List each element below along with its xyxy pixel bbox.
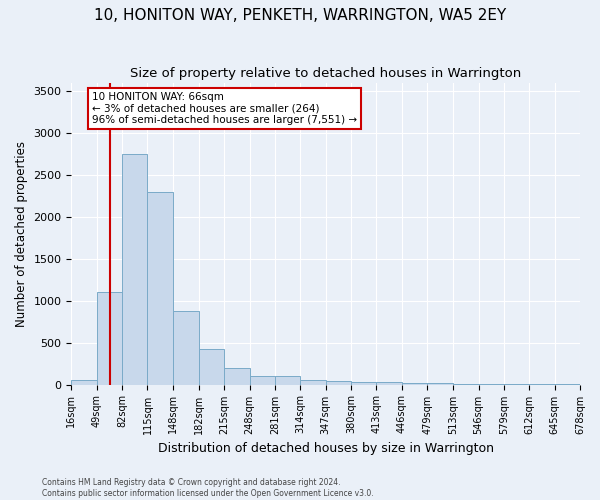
Text: 10, HONITON WAY, PENKETH, WARRINGTON, WA5 2EY: 10, HONITON WAY, PENKETH, WARRINGTON, WA… — [94, 8, 506, 22]
Bar — [224, 368, 250, 384]
Title: Size of property relative to detached houses in Warrington: Size of property relative to detached ho… — [130, 68, 521, 80]
Bar — [402, 383, 427, 384]
Bar — [326, 381, 351, 384]
Bar — [97, 292, 122, 384]
Bar — [173, 311, 199, 384]
X-axis label: Distribution of detached houses by size in Warrington: Distribution of detached houses by size … — [158, 442, 494, 455]
Bar — [148, 192, 173, 384]
Bar — [301, 380, 326, 384]
Bar — [122, 154, 148, 384]
Bar — [199, 348, 224, 384]
Text: Contains HM Land Registry data © Crown copyright and database right 2024.
Contai: Contains HM Land Registry data © Crown c… — [42, 478, 374, 498]
Bar — [351, 382, 376, 384]
Bar — [71, 380, 97, 384]
Bar — [275, 376, 301, 384]
Bar — [250, 376, 275, 384]
Text: 10 HONITON WAY: 66sqm
← 3% of detached houses are smaller (264)
96% of semi-deta: 10 HONITON WAY: 66sqm ← 3% of detached h… — [92, 92, 357, 126]
Y-axis label: Number of detached properties: Number of detached properties — [15, 141, 28, 327]
Bar — [376, 382, 402, 384]
